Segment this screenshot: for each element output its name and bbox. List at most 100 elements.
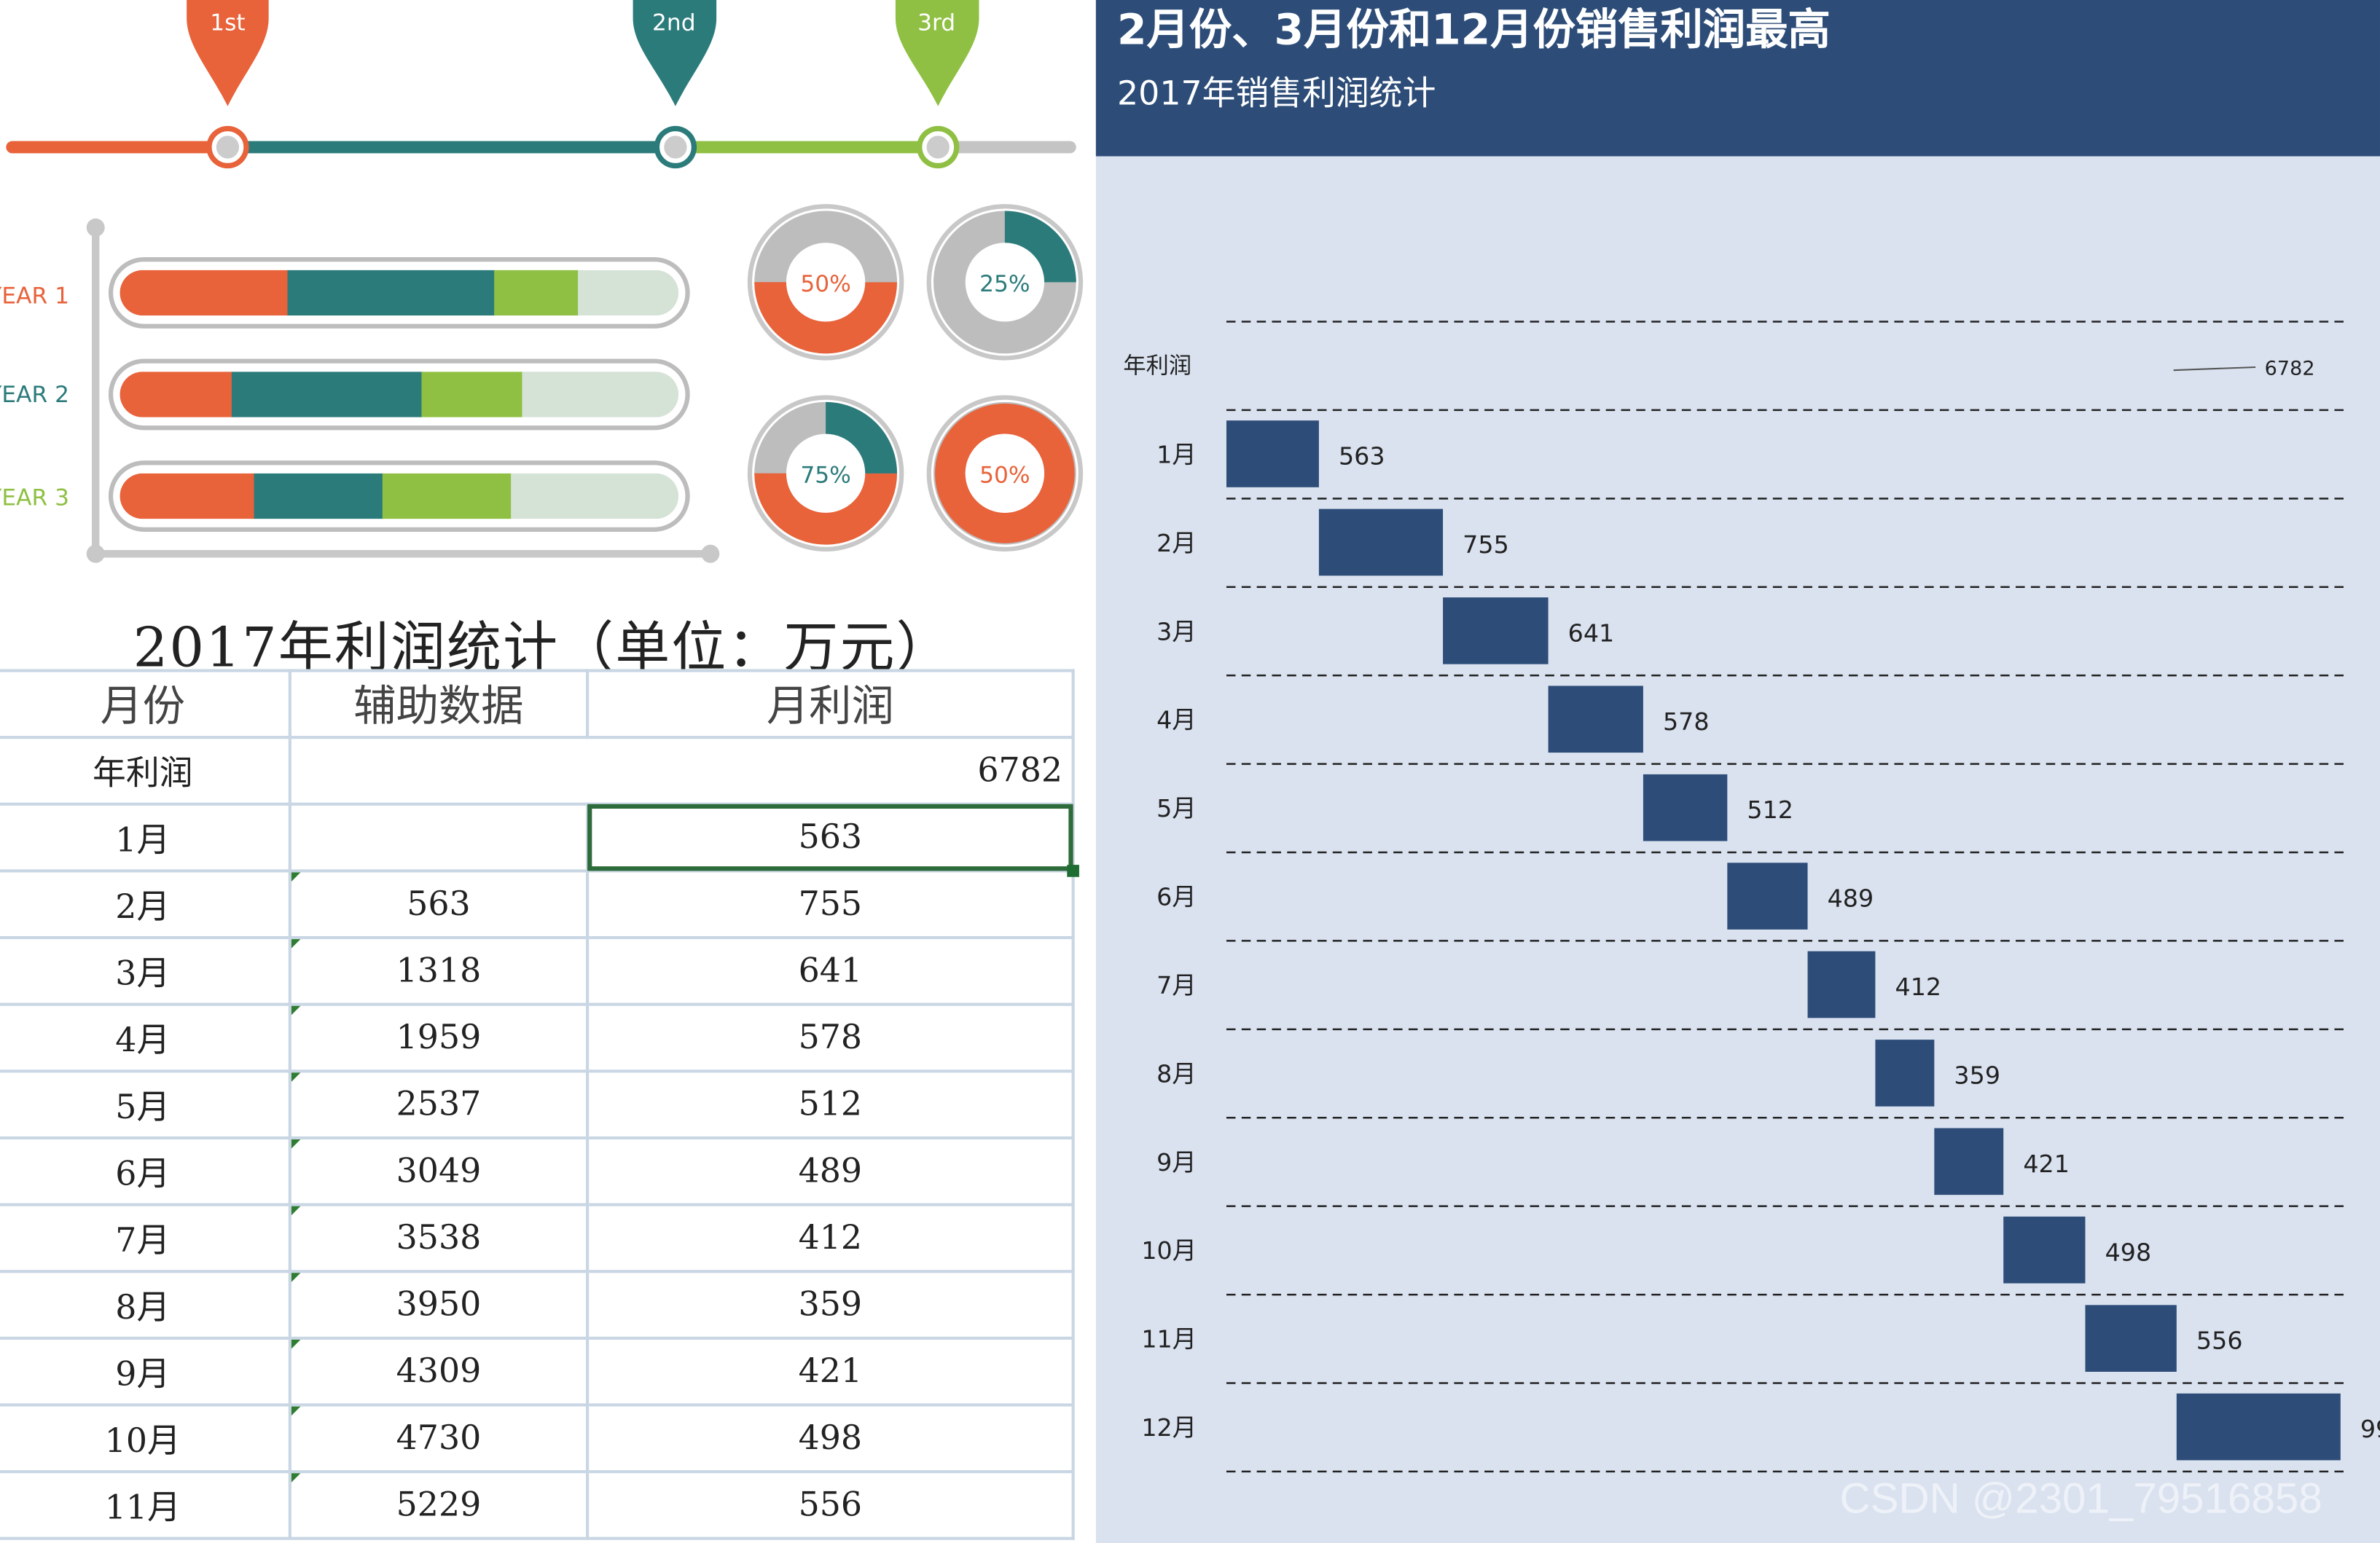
bar-value-label: 998 [2360,1415,2380,1443]
bar [1727,863,1808,930]
donut-gauge: 50% [926,395,1084,552]
cell-aux[interactable]: 3538 [288,1203,590,1273]
chart-title: 2月份、3月份和12月份销售利润最高 [1117,4,1831,55]
header-cell[interactable]: 月利润 [585,669,1075,739]
category-label: 7月 [1156,971,1197,1000]
cell-profit[interactable]: 412 [585,1203,1075,1273]
bar-value-label: 512 [1747,796,1793,824]
bar-segment [382,473,512,519]
category-label: 10月 [1141,1236,1197,1265]
table-row: 8月 3950 359 [0,1270,1075,1340]
cell-profit[interactable]: 489 [585,1136,1075,1206]
bar-segment [421,372,523,417]
cell-month[interactable]: 2月 [0,869,291,940]
bar-segment [578,270,679,316]
cell-month[interactable]: 9月 [0,1336,291,1407]
cell-annual-value[interactable]: 6782 [288,736,1075,806]
cell-month[interactable]: 4月 [0,1002,291,1073]
waterfall-chart: 年利润 6782 1月 563 2月 755 3月 641 4月 578 5月 512 6月 489 7月 4… [1123,321,2380,1473]
bar-value-label: 556 [2196,1327,2243,1355]
cell-aux[interactable]: 3950 [288,1270,590,1340]
bar-value-label: 421 [2023,1150,2070,1178]
header-cell[interactable]: 月份 [0,669,291,739]
cell-aux[interactable]: 2537 [288,1069,590,1140]
year-label: YEAR 2 [0,382,69,408]
bar-segment [522,372,679,417]
category-label: 5月 [1156,794,1197,822]
bar-value-label: 755 [1463,530,1509,559]
category-label: 12月 [1141,1413,1197,1442]
donut-gauge: 25% [926,204,1084,361]
table-row: 5月 2537 512 [0,1069,1075,1140]
donut-gauge: 50% [747,204,904,361]
year-progress-bar [108,358,690,431]
cell-label[interactable]: 年利润 [0,736,291,806]
table-row: 9月 4309 421 [0,1336,1075,1407]
bar [1548,686,1643,753]
year-progress-bar [108,460,690,532]
chart-subtitle: 2017年销售利润统计 [1117,76,1436,114]
cell-month[interactable]: 7月 [0,1203,291,1273]
total-leader-line [2173,366,2256,372]
fill-handle[interactable] [1067,865,1079,877]
cell-month[interactable]: 11月 [0,1470,291,1540]
cell-aux[interactable]: 4309 [288,1336,590,1407]
pin-label: 3rd [917,10,955,36]
cell-aux[interactable]: 5229 [288,1470,590,1540]
cell-profit[interactable]: 641 [585,935,1075,1006]
cell-profit[interactable]: 498 [585,1403,1075,1474]
pin-marker-1: 1st [187,0,269,169]
cell-profit[interactable]: 755 [585,869,1075,940]
cell-month[interactable]: 6月 [0,1136,291,1206]
watermark: CSDN @2301_79516858 [1839,1475,2322,1522]
cell-profit[interactable]: 556 [585,1470,1075,1540]
bar [2003,1216,2086,1284]
donut-label: 50% [979,462,1030,488]
cell-profit[interactable]: 512 [585,1069,1075,1140]
cell-profit[interactable]: 563 [585,802,1079,877]
bar [2176,1393,2341,1461]
table-row: 年利润 6782 [0,736,1075,806]
header-cell[interactable]: 辅助数据 [288,669,590,739]
table-header-row: 月份 辅助数据 月利润 [0,669,1075,739]
category-label: 1月 [1156,441,1197,469]
bar-value-label: 489 [1828,884,1874,913]
cell-aux[interactable] [288,802,590,873]
cell-month[interactable]: 5月 [0,1069,291,1140]
cell-aux[interactable]: 4730 [288,1403,590,1474]
cell-aux[interactable]: 3049 [288,1136,590,1206]
cell-month[interactable]: 10月 [0,1403,291,1474]
cell-aux[interactable]: 1318 [288,935,590,1006]
cell-month[interactable]: 3月 [0,935,291,1006]
bar-segment [511,473,679,519]
cell-month[interactable]: 1月 [0,802,291,873]
bar-segment [494,270,579,316]
table-row: 3月 1318 641 [0,935,1075,1006]
cell-aux[interactable]: 563 [288,869,590,940]
category-label: 6月 [1156,883,1197,911]
total-value-label: 6782 [2265,357,2315,380]
bar [1318,509,1444,576]
cell-month[interactable]: 8月 [0,1270,291,1340]
cell-profit[interactable]: 578 [585,1002,1075,1073]
bar [1807,951,1876,1018]
bar-value-label: 641 [1568,619,1615,647]
cell-profit[interactable]: 421 [585,1336,1075,1407]
year-label: YEAR 1 [0,283,69,310]
table-row: 6月 3049 489 [0,1136,1075,1206]
donut-gauge: 75% [747,395,904,552]
cell-profit[interactable]: 359 [585,1270,1075,1340]
donut-label: 25% [979,271,1030,297]
table-row: 7月 3538 412 [0,1203,1075,1273]
year-progress-bar [108,257,690,329]
bar [1643,774,1728,841]
cell-aux[interactable]: 1959 [288,1002,590,1073]
category-label: 8月 [1156,1059,1197,1088]
bar [1875,1040,1935,1107]
category-label: 4月 [1156,706,1197,734]
table-row: 4月 1959 578 [0,1002,1075,1073]
table-row: 2月 563 755 [0,869,1075,940]
bar-value-label: 412 [1895,973,1941,1001]
year-label: YEAR 3 [0,485,69,511]
